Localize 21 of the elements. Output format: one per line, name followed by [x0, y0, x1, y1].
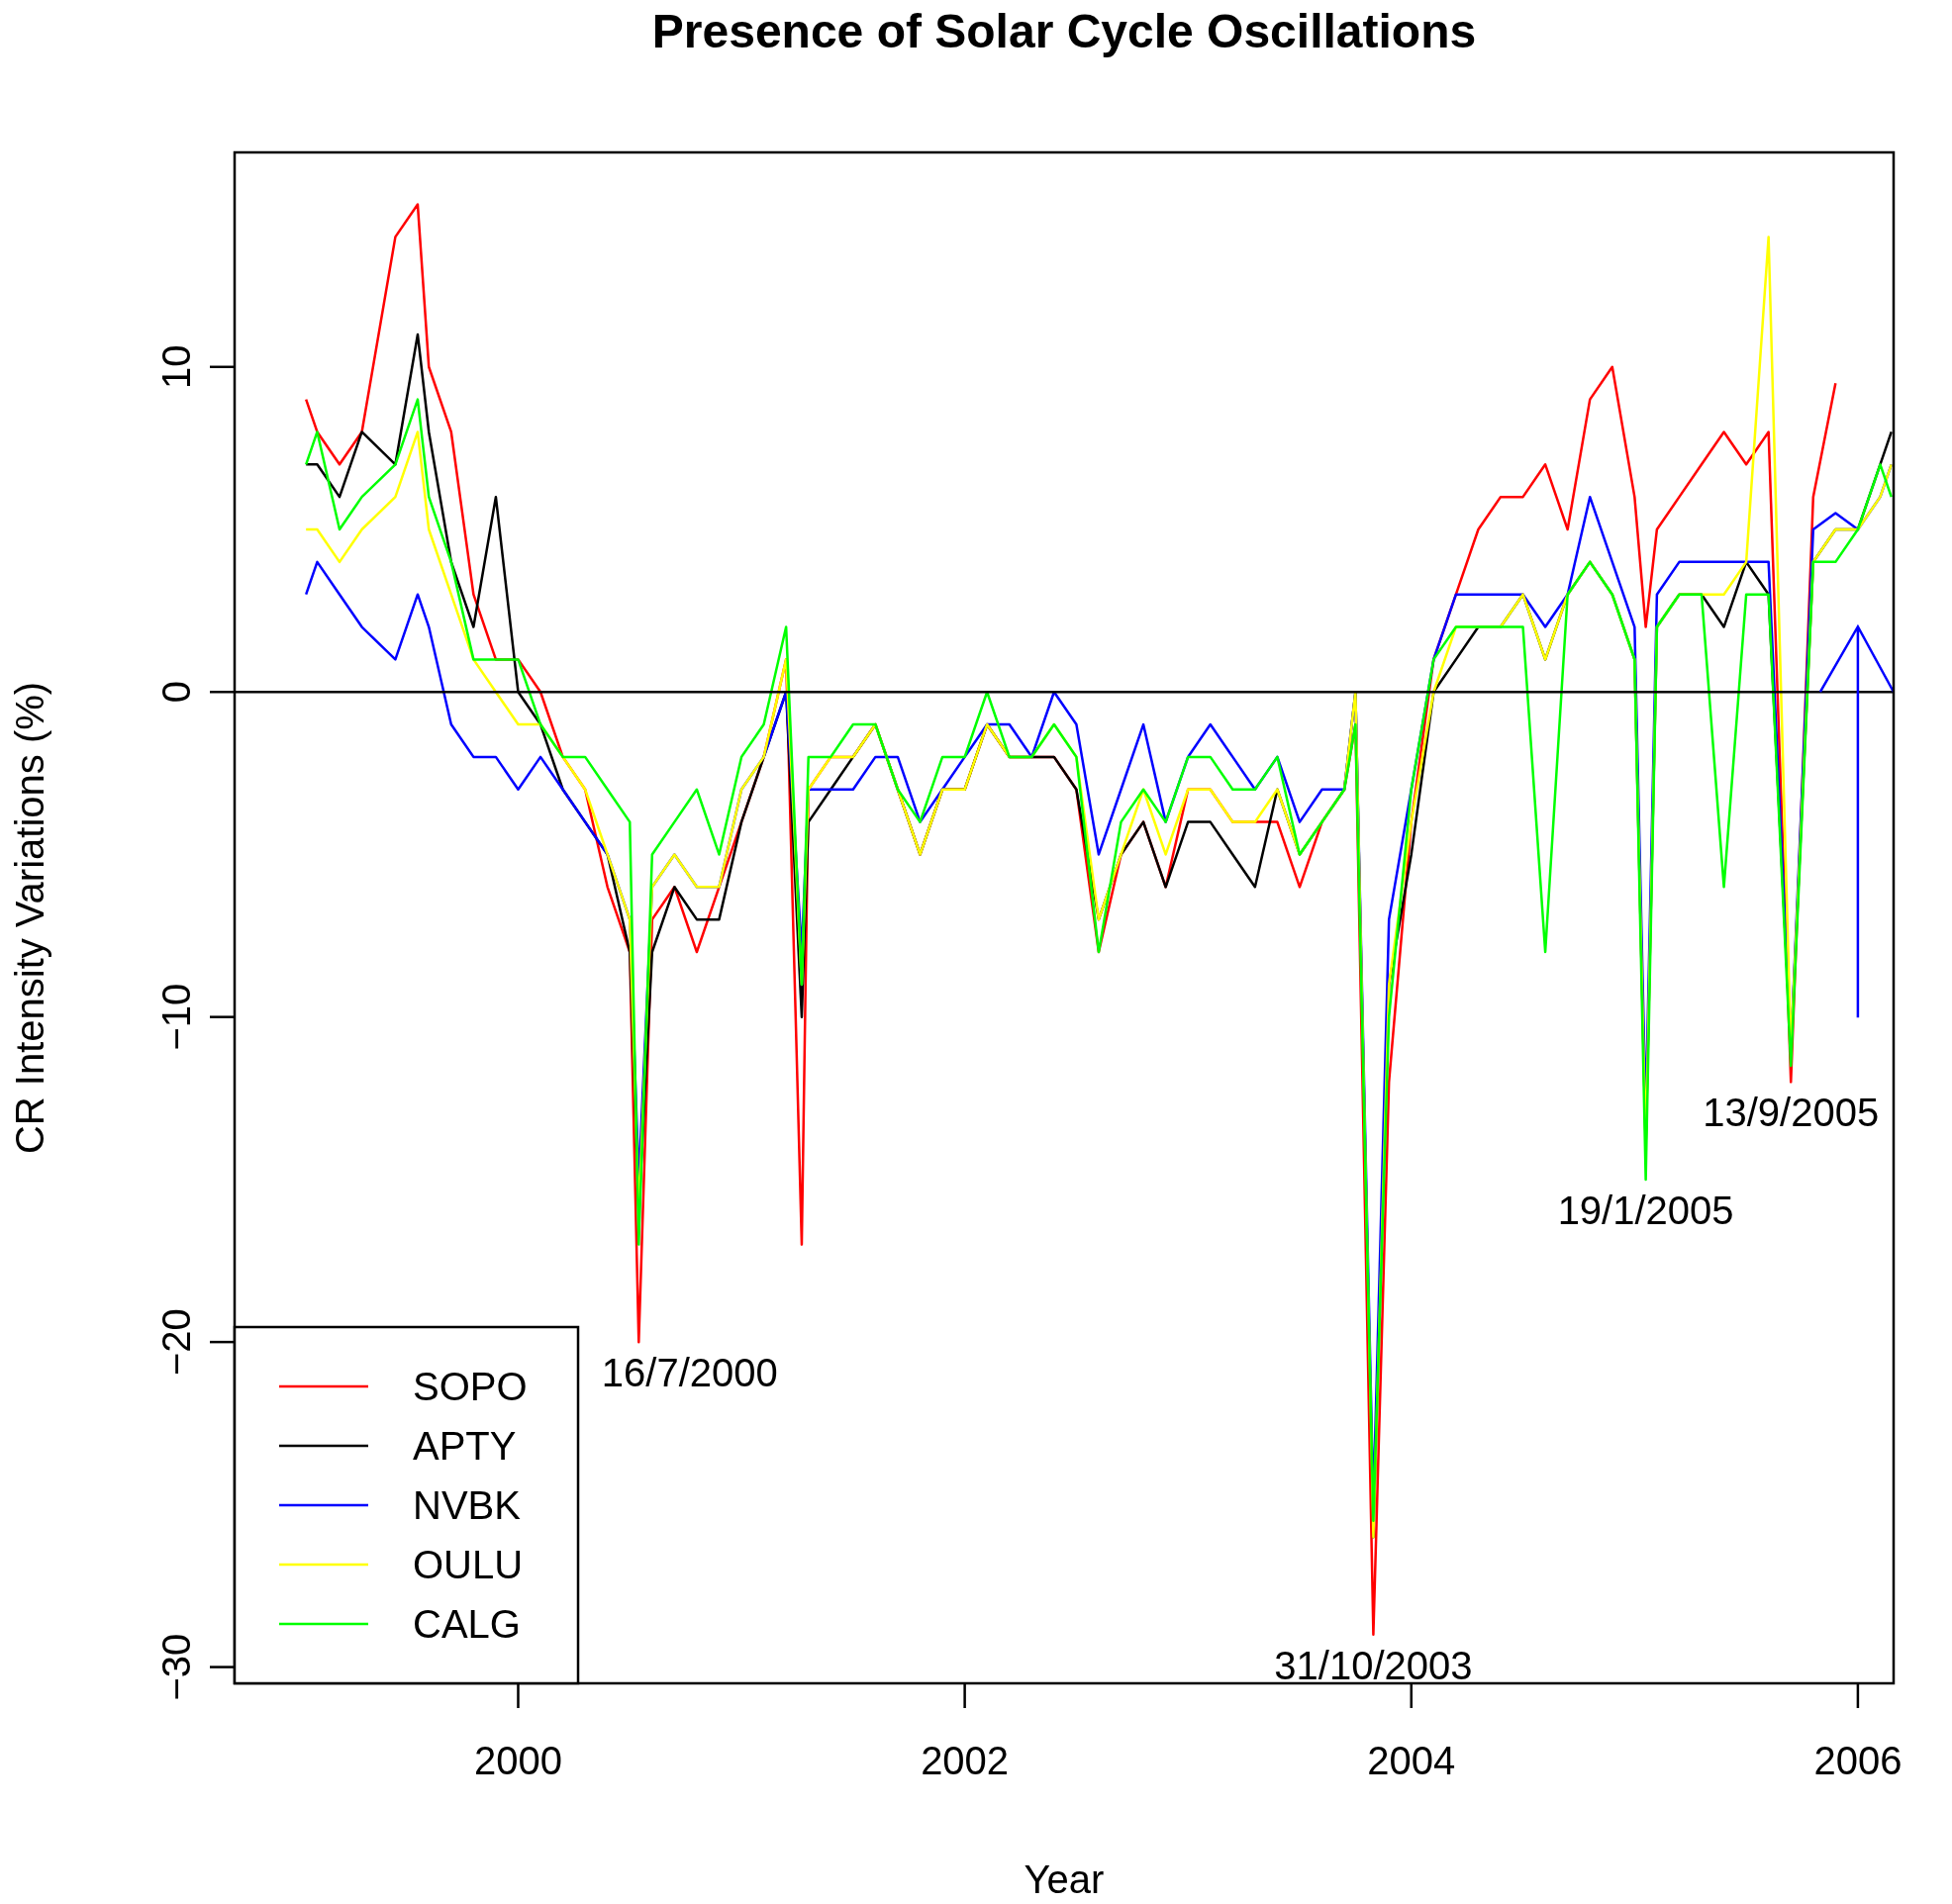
- chart-title: Presence of Solar Cycle Oscillations: [651, 5, 1477, 57]
- x-tick-label: 2000: [473, 1739, 562, 1782]
- annotation: 16/7/2000: [601, 1351, 778, 1395]
- legend-label: SOPO: [413, 1365, 528, 1408]
- y-tick-label: −20: [154, 1308, 198, 1377]
- y-tick-label: 10: [154, 344, 198, 390]
- x-tick-label: 2006: [1813, 1739, 1903, 1782]
- y-tick-label: −10: [154, 983, 198, 1051]
- legend-label: CALG: [413, 1602, 521, 1646]
- annotation: 19/1/2005: [1557, 1188, 1734, 1232]
- annotation: 31/10/2003: [1274, 1643, 1473, 1687]
- legend-label: OULU: [413, 1543, 524, 1586]
- x-tick-label: 2002: [921, 1739, 1010, 1782]
- y-axis-title: CR Intensity Variations (%): [8, 681, 51, 1155]
- y-tick-label: 0: [154, 681, 198, 704]
- x-axis-title: Year: [1024, 1857, 1105, 1901]
- x-tick-label: 2004: [1367, 1739, 1456, 1782]
- legend-label: NVBK: [413, 1483, 522, 1527]
- annotation: 13/9/2005: [1703, 1091, 1880, 1135]
- y-tick-label: −30: [154, 1633, 198, 1701]
- legend-label: APTY: [413, 1424, 517, 1468]
